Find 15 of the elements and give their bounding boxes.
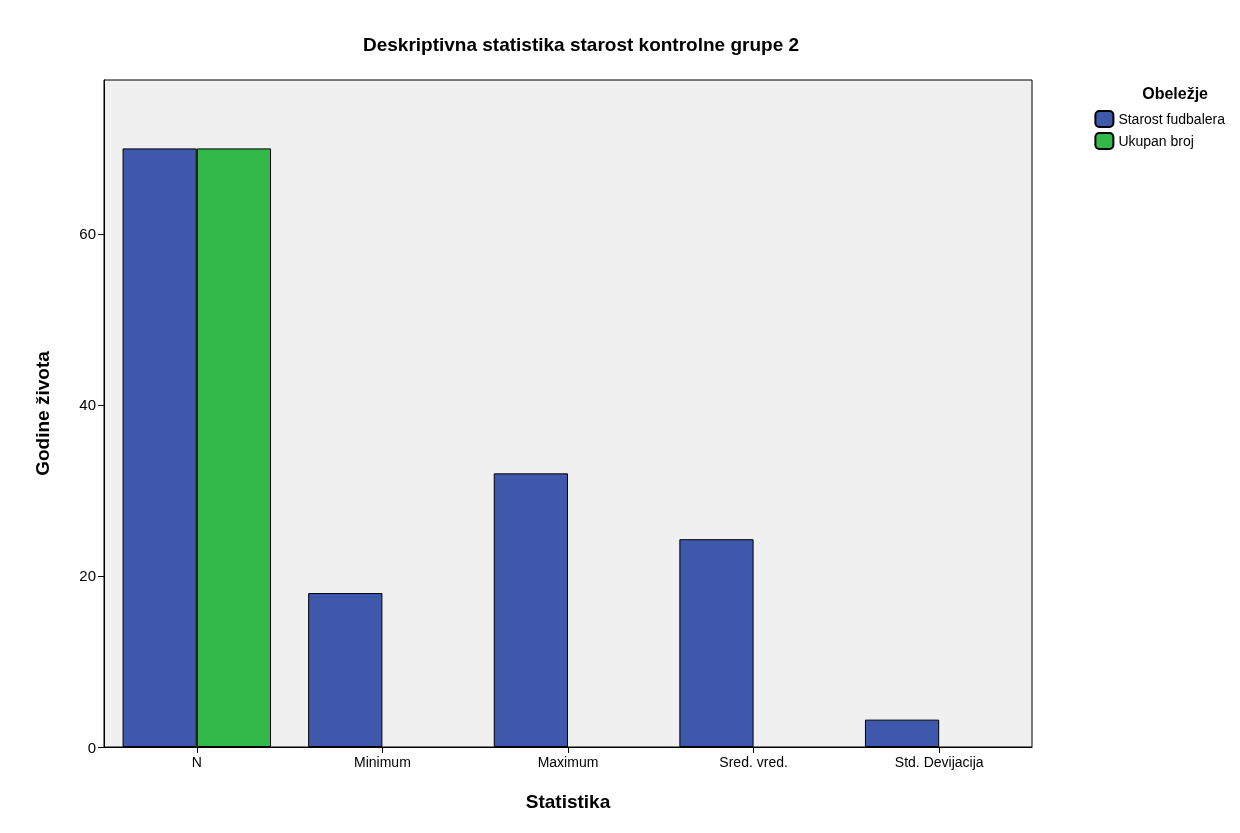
y-axis-title: Godine života bbox=[32, 350, 53, 476]
x-axis-title: Statistika bbox=[525, 791, 611, 812]
y-tick-label: 60 bbox=[79, 225, 96, 243]
x-tick-label: N bbox=[191, 754, 202, 770]
x-tick-label: Sred. vred. bbox=[719, 754, 788, 770]
y-tick-label: 20 bbox=[79, 567, 96, 585]
x-tick-label: Maximum bbox=[537, 754, 599, 770]
y-tick-label: 40 bbox=[79, 396, 96, 414]
x-tick-label: Std. Devijacija bbox=[894, 754, 984, 770]
chart-title: Deskriptivna statistika starost kontrolne grupe 2 bbox=[362, 34, 800, 55]
x-tick-label: Minimum bbox=[354, 754, 411, 770]
legend-title: Obeležje bbox=[1142, 84, 1209, 102]
y-tick-label: 0 bbox=[87, 738, 96, 756]
legend-label: Starost fudbalera bbox=[1118, 111, 1226, 127]
legend-label: Ukupan broj bbox=[1118, 133, 1194, 149]
